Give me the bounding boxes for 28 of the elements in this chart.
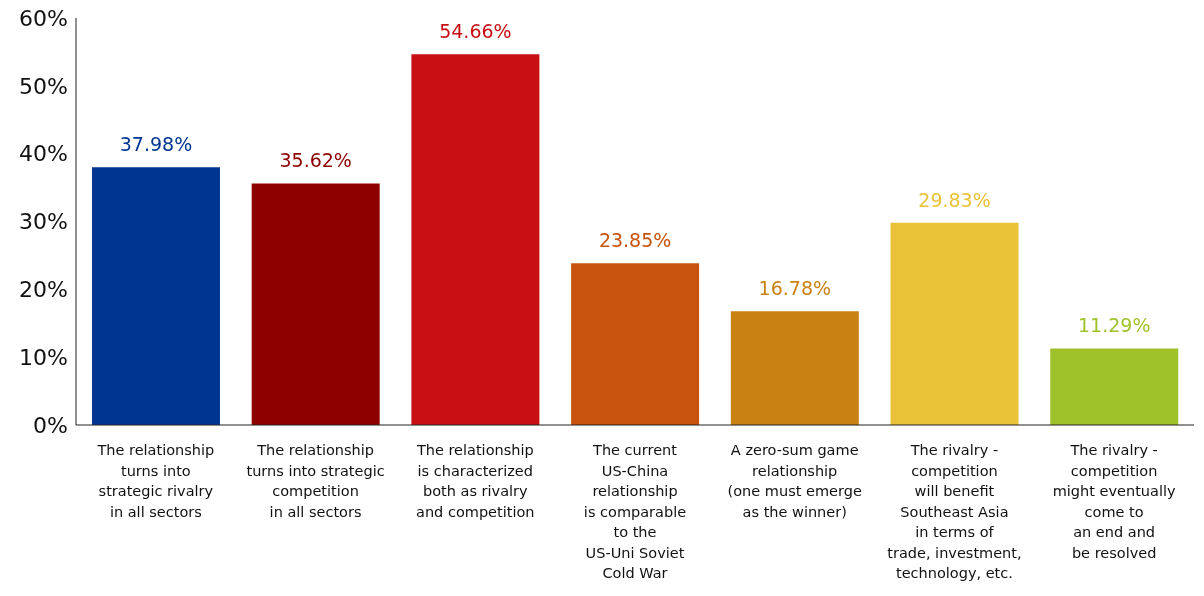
x-tick-label: The relationship turns into strategic rivalry in all sectors <box>96 442 215 520</box>
bar <box>571 263 700 425</box>
bar <box>91 167 220 425</box>
y-tick-label: 40% <box>19 141 68 167</box>
x-tick-label: The relationship turns into strategic competition in all sectors <box>246 442 385 520</box>
bar <box>890 222 1019 425</box>
data-label: 23.85% <box>598 229 672 252</box>
bar <box>730 311 859 425</box>
y-tick-label: 50% <box>19 73 68 99</box>
bar <box>1050 348 1179 425</box>
x-tick-label: The relationship is characterized both as rivalry and competition <box>415 442 535 520</box>
data-label: 16.78% <box>758 277 832 300</box>
data-label: 29.83% <box>918 188 991 211</box>
y-tick-label: 20% <box>19 277 68 303</box>
y-tick-label: 30% <box>19 209 68 235</box>
x-tick-label: A zero-sum game relationship (one must emerge as the winner) <box>727 442 862 520</box>
data-label: 35.62% <box>279 149 352 172</box>
data-label: 11.29% <box>1078 314 1151 337</box>
data-label: 54.66% <box>439 20 512 43</box>
data-label: 37.98% <box>119 133 193 156</box>
y-tick-label: 10% <box>19 344 68 370</box>
x-tick-label: The rivalry - competition might eventually come to an end and be resolved <box>1052 442 1176 561</box>
bar <box>251 183 380 425</box>
bar <box>411 54 540 425</box>
x-tick-label: The current US-China relationship is comparable to the US-Uni Soviet Cold War <box>583 442 687 581</box>
y-tick-label: 0% <box>33 412 68 438</box>
y-tick-label: 60% <box>19 5 68 31</box>
x-tick-label: The rivalry - competition will benefit Southeast Asia in terms of trade, investment, technology, etc. <box>887 442 1022 581</box>
